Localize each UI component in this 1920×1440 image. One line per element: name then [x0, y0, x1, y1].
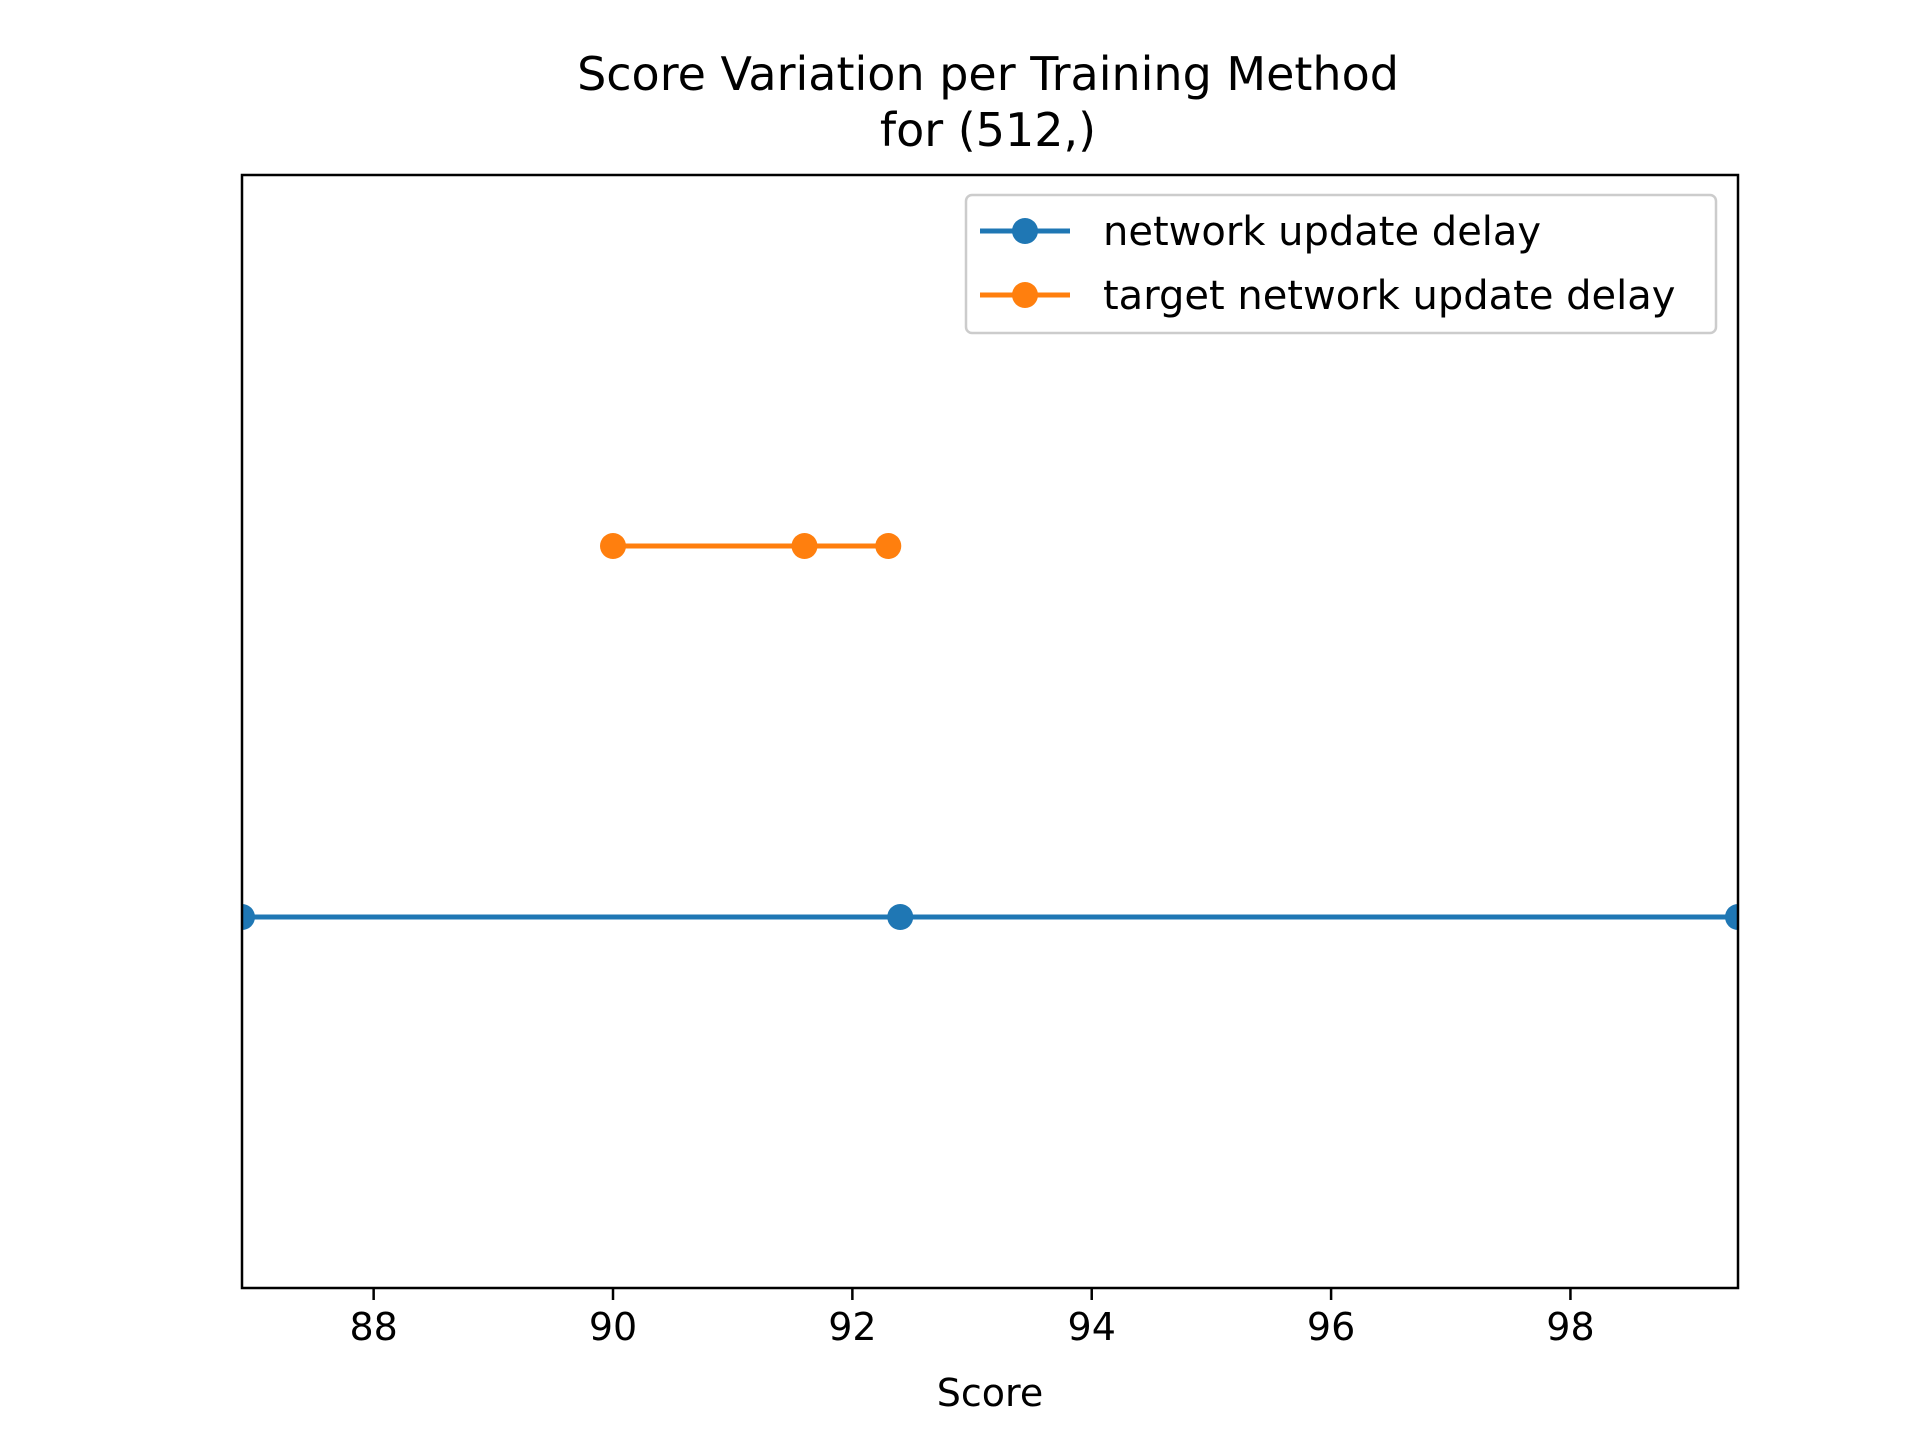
- x-axis-ticks: 88 90 92 94 96 98: [349, 1288, 1595, 1349]
- chart-title: Score Variation per Training Method: [577, 47, 1399, 101]
- x-tick-label: 98: [1546, 1305, 1594, 1349]
- legend-label: network update delay: [1103, 209, 1541, 255]
- x-axis-label: Score: [937, 1371, 1043, 1415]
- data-point: [887, 904, 914, 930]
- x-tick-label: 88: [349, 1305, 397, 1349]
- x-tick-label: 96: [1307, 1305, 1355, 1349]
- x-tick-label: 94: [1068, 1305, 1116, 1349]
- plot-area: [242, 175, 1738, 1288]
- legend-label: target network update delay: [1103, 273, 1675, 319]
- x-tick-label: 90: [589, 1305, 637, 1349]
- x-tick-label: 92: [828, 1305, 876, 1349]
- series-group: [242, 533, 1738, 930]
- legend-marker: [1012, 282, 1038, 308]
- plot-frame: [240, 173, 1740, 1290]
- data-point: [600, 533, 627, 559]
- data-point: [1725, 904, 1738, 930]
- legend-box: [964, 193, 1718, 335]
- data-point: [875, 533, 902, 559]
- chart-subtitle: for (512,): [880, 103, 1096, 157]
- legend-marker: [1012, 218, 1038, 244]
- legend: network update delay target network updat…: [964, 193, 1718, 335]
- data-point: [791, 533, 818, 559]
- data-point: [242, 904, 255, 930]
